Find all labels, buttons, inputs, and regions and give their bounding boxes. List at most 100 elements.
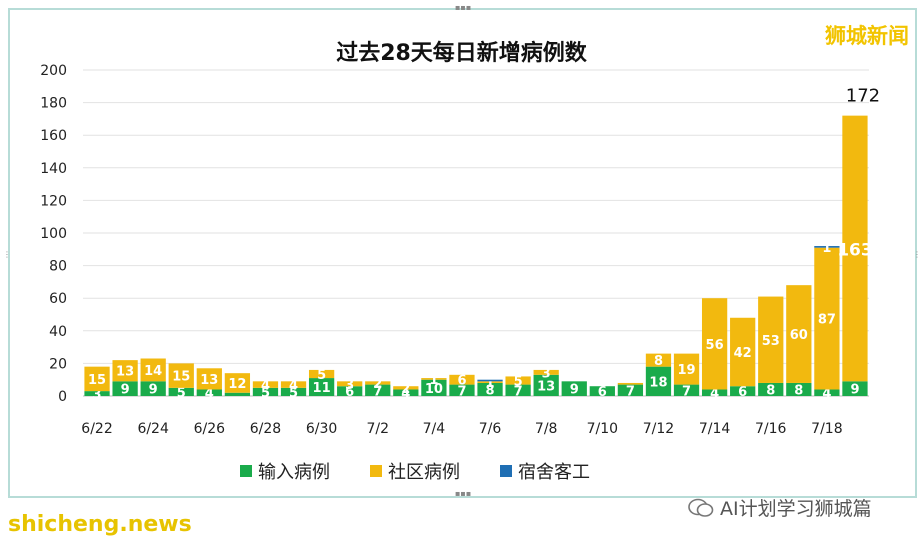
data-label: 9 [149,383,158,398]
bar-segment [196,368,222,390]
bar-segment [701,389,728,396]
y-tick-label: 20 [49,356,67,372]
bar-segment [393,389,419,396]
data-label: 56 [706,338,724,353]
bar-segment [561,381,587,396]
data-label: 6 [598,385,607,400]
resize-handle-right[interactable]: ⋮ [913,250,921,259]
data-label: 6 [738,385,747,400]
data-label: 9 [570,383,579,398]
legend-swatch [370,465,382,477]
data-label: 60 [790,328,808,343]
data-label: 8 [486,383,495,398]
wechat-account: AI计划学习狮城篇 [720,498,872,520]
bar-segment [533,374,559,396]
bar-segment [112,360,138,382]
bar-segment [140,358,166,382]
data-label: 5 [514,375,523,390]
legend-swatch [500,465,512,477]
resize-handle-top[interactable]: ▪▪▪ [455,3,472,12]
source-watermark: shicheng.news [8,512,192,537]
data-label: 2 [401,382,410,397]
wechat-icon [688,498,714,517]
bar-segment [449,374,475,385]
bar-segment [786,382,812,396]
y-tick-label: 100 [40,226,67,242]
bar-segment [533,369,559,375]
data-label: 4 [822,387,831,402]
chart-frame [8,8,917,498]
y-tick-label: 200 [40,63,67,79]
bar-segment [617,384,644,396]
resize-handle-left[interactable]: ⋮ [3,250,11,259]
bar-segment [786,285,812,383]
y-tick-label: 80 [49,259,67,275]
bar-segment [673,384,700,396]
bar-segment [645,353,672,367]
wechat-watermark: AI计划学习狮城篇 [688,494,872,521]
data-label: 9 [121,383,130,398]
data-label: 10 [425,382,443,397]
bar-segment [112,381,138,396]
data-label: 53 [762,334,780,349]
data-label: 13 [200,373,218,388]
x-tick-label: 7/18 [811,421,842,437]
x-tick-label: 6/24 [137,421,169,437]
bar-segment [477,382,503,396]
data-label: 1 [486,376,495,391]
x-tick-label: 7/10 [587,421,618,437]
data-label: 2 [373,377,382,392]
legend-label: 宿舍客工 [518,462,590,483]
data-label: 5 [261,386,270,401]
bar-segment [842,381,868,396]
bar-segment [280,381,307,388]
bar-segment [758,382,784,396]
y-tick-label: 160 [40,128,67,144]
bar-segment [505,384,531,396]
brand-logo: 狮城新闻 [825,24,909,48]
bar-segment [814,246,840,248]
data-label: 14 [144,364,162,379]
bar-segment [224,373,251,393]
data-label: 42 [734,346,752,361]
bar-segment [252,387,279,396]
x-tick-label: 7/6 [479,421,502,437]
data-label: 15 [172,370,190,385]
bar-segment [730,386,756,396]
bar-segment [337,386,363,396]
x-tick-label: 7/2 [366,421,389,437]
bar-segment [365,381,391,385]
data-label: 7 [626,384,635,399]
data-label: 5 [289,386,298,401]
bar-segment [252,381,279,388]
data-label: 4 [261,379,270,394]
bar-segment [365,384,391,396]
x-tick-label: 7/14 [699,421,731,437]
x-tick-label: 7/4 [423,421,446,437]
data-label: 3 [542,366,551,381]
legend-item-imported: 输入病例 [240,458,330,484]
data-label: 4 [205,387,214,402]
legend-swatch [240,465,252,477]
x-tick-label: 7/8 [535,421,558,437]
x-tick-label: 6/22 [81,421,112,437]
legend-item-dorm: 宿舍客工 [500,458,590,484]
y-tick-label: 60 [49,291,67,307]
bar-segment [140,381,166,396]
bar-segment [421,379,447,396]
resize-handle-bottom[interactable]: ▪▪▪ [455,489,472,498]
bar-segment [196,389,222,396]
x-tick-label: 6/26 [194,421,226,437]
data-label: 13 [116,365,134,380]
data-label: 5 [177,386,186,401]
data-label: 6 [345,385,354,400]
data-label: 163 [837,240,873,260]
bar-segment [308,369,335,379]
data-label: 7 [457,384,466,399]
bar-segment [589,386,615,396]
data-label: 8 [654,354,663,369]
data-label: 4 [710,387,719,402]
data-label: 19 [677,363,695,378]
legend-label: 输入病例 [258,462,330,483]
